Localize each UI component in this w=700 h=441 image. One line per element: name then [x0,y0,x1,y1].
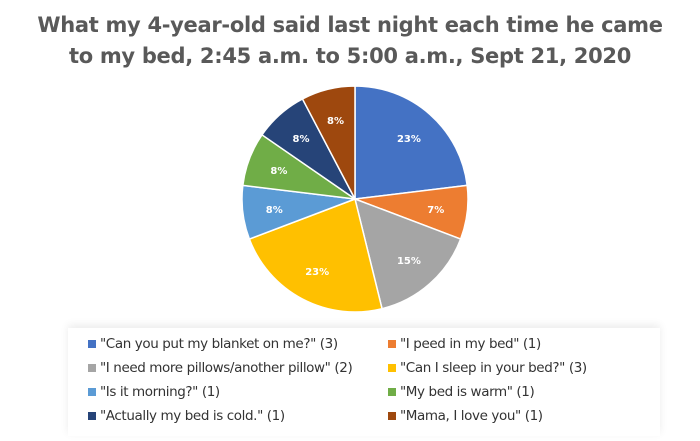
legend-swatch [388,412,396,420]
chart-title: What my 4-year-old said last night each … [0,10,700,72]
legend-item: "My bed is warm" (1) [388,384,535,400]
pie-slice [354,85,469,200]
legend-label: "Can you put my blanket on me?" (3) [100,336,338,352]
legend-label: "Can I sleep in your bed?" (3) [400,360,587,376]
data-label: 7% [427,205,444,216]
pie-slice [301,85,356,200]
legend-swatch [388,388,396,396]
legend-item: "I need more pillows/another pillow" (2) [88,360,353,376]
data-label: 8% [293,134,310,145]
legend-swatch [88,364,96,372]
legend-swatch [88,388,96,396]
data-label: 15% [397,256,421,267]
data-label: 23% [305,267,329,278]
legend-label: "My bed is warm" (1) [400,384,535,400]
data-label: 8% [270,166,287,177]
legend-item: "Can I sleep in your bed?" (3) [388,360,587,376]
legend-label: "Actually my bed is cold." (1) [100,408,285,424]
legend-label: "Is it morning?" (1) [100,384,220,400]
legend-label: "I peed in my bed" (1) [400,336,541,352]
legend-item: "Can you put my blanket on me?" (3) [88,336,338,352]
pie-slice [353,197,462,310]
data-label: 8% [266,205,283,216]
legend: "Can you put my blanket on me?" (3) "I pe… [68,328,660,436]
legend-label: "Mama, I love you" (1) [400,408,543,424]
legend-item: "I peed in my bed" (1) [388,336,541,352]
legend-label: "I need more pillows/another pillow" (2) [100,360,353,376]
legend-item: "Mama, I love you" (1) [388,408,543,424]
legend-swatch [88,412,96,420]
chart-title-line-1: What my 4-year-old said last night each … [37,13,663,37]
legend-swatch [88,340,96,348]
data-label: 8% [327,116,344,127]
chart-title-line-2: to my bed, 2:45 a.m. to 5:00 a.m., Sept … [68,44,632,68]
legend-swatch [388,340,396,348]
legend-item: "Is it morning?" (1) [88,384,220,400]
legend-swatch [388,364,396,372]
data-label: 23% [397,134,421,145]
legend-item: "Actually my bed is cold." (1) [88,408,285,424]
